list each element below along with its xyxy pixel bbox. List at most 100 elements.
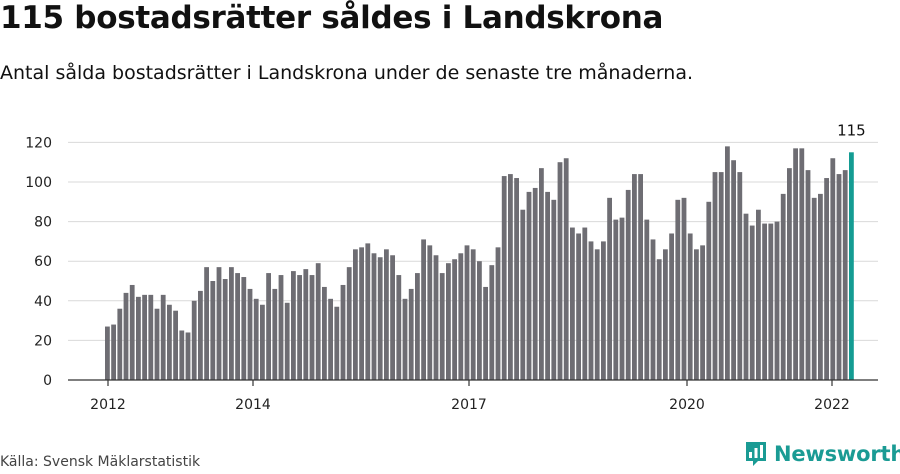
bar xyxy=(427,245,433,380)
bar xyxy=(359,247,364,380)
bar xyxy=(737,172,743,380)
bar xyxy=(483,286,488,380)
y-tick-label: 120 xyxy=(25,135,52,151)
bar xyxy=(625,189,631,380)
bars xyxy=(105,146,854,380)
y-tick-label: 0 xyxy=(43,373,52,389)
bar xyxy=(601,241,606,380)
bar xyxy=(749,225,755,380)
bar xyxy=(768,223,774,380)
bar xyxy=(607,197,612,380)
bar xyxy=(650,239,656,380)
bar xyxy=(495,247,501,380)
bar xyxy=(278,275,284,380)
bar xyxy=(582,227,588,380)
bar xyxy=(675,199,681,380)
bar xyxy=(638,174,643,380)
bar xyxy=(824,178,829,380)
bar xyxy=(799,148,805,380)
bar xyxy=(210,281,216,380)
bar xyxy=(644,219,650,380)
bar xyxy=(340,284,346,380)
bar xyxy=(396,275,402,380)
bar xyxy=(229,267,234,380)
bar xyxy=(322,286,327,380)
bar xyxy=(811,197,817,380)
bar xyxy=(632,174,637,380)
bar xyxy=(291,271,296,380)
bar xyxy=(160,294,166,380)
value-annotation: 115 xyxy=(837,121,866,139)
bar xyxy=(136,296,141,380)
bar xyxy=(594,249,600,380)
bar xyxy=(148,294,154,380)
bar xyxy=(700,245,705,380)
bar-highlight xyxy=(849,152,854,380)
brand[interactable]: Newsworthy xyxy=(744,440,900,468)
bar xyxy=(464,245,470,380)
bar xyxy=(619,217,625,380)
bar xyxy=(706,201,712,380)
bar xyxy=(774,221,780,380)
page-title: 115 bostadsrätter såldes i Landskrona xyxy=(0,0,664,36)
bar xyxy=(576,233,581,380)
bar xyxy=(390,255,395,380)
bar xyxy=(712,172,718,380)
bar xyxy=(793,148,798,380)
bar xyxy=(836,174,842,380)
bar xyxy=(408,288,414,380)
bar xyxy=(470,249,476,380)
bar xyxy=(191,300,197,380)
bar xyxy=(371,253,377,380)
bar xyxy=(830,158,836,380)
bar xyxy=(377,257,383,380)
x-tick-label: 2014 xyxy=(235,397,271,413)
bar xyxy=(129,284,135,380)
bar xyxy=(557,162,563,380)
bar xyxy=(297,275,302,380)
bar xyxy=(105,326,110,380)
bar xyxy=(452,259,457,380)
bar xyxy=(222,279,228,380)
bar xyxy=(681,197,687,380)
bar xyxy=(656,259,662,380)
bar xyxy=(179,330,185,380)
bar xyxy=(402,298,408,380)
bar xyxy=(613,219,619,380)
bar xyxy=(477,261,482,380)
bar xyxy=(694,249,699,380)
y-tick-label: 80 xyxy=(34,215,52,231)
bar xyxy=(247,288,253,380)
x-tick-label: 2020 xyxy=(669,397,705,413)
bar xyxy=(384,249,389,380)
newsworthy-logo-icon xyxy=(746,442,766,466)
y-tick-label: 60 xyxy=(34,254,52,270)
bar xyxy=(725,146,730,380)
y-tick-label: 100 xyxy=(25,175,52,191)
bar xyxy=(514,178,519,380)
x-tick-label: 2012 xyxy=(90,397,126,413)
bar xyxy=(439,273,445,380)
bar xyxy=(415,273,420,380)
bar xyxy=(241,277,247,380)
bar xyxy=(805,170,811,380)
bar xyxy=(545,191,550,380)
bar xyxy=(235,273,240,380)
bar xyxy=(687,233,693,380)
axes xyxy=(68,379,878,386)
bar xyxy=(526,191,532,380)
bar xyxy=(780,193,786,380)
bar xyxy=(167,304,172,380)
bar xyxy=(762,223,767,380)
bar xyxy=(328,298,333,380)
bar xyxy=(198,290,203,380)
bar xyxy=(253,298,259,380)
bar xyxy=(458,253,464,380)
bar xyxy=(421,239,426,380)
bar xyxy=(532,187,538,380)
bar xyxy=(266,273,271,380)
bar xyxy=(123,292,129,380)
bar xyxy=(508,174,513,380)
source-note: Källa: Svensk Mäklarstatistik xyxy=(0,454,201,470)
bar xyxy=(216,267,222,380)
